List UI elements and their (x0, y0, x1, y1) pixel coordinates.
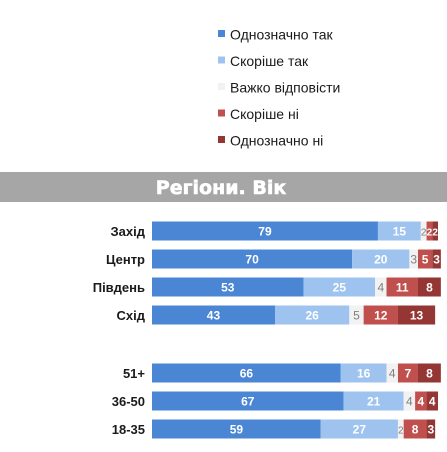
bar-центр-3 (417, 249, 433, 269)
value-label-18-35-3: 8 (412, 423, 419, 437)
bar-південь-4 (417, 277, 441, 297)
legend-swatch-1 (218, 56, 225, 64)
bar-захід-0 (152, 221, 378, 241)
category-labels: Захід Центр Південь Схід 51+ 36-50 18-35 (93, 224, 146, 437)
value-label-захід-0: 79 (258, 225, 272, 239)
legend-label-2: Важко відповісти (230, 80, 340, 96)
value-label-36-50-3: 4 (417, 395, 424, 409)
category-label-південь: Південь (93, 280, 145, 295)
value-label-36-50-1: 21 (367, 395, 381, 409)
category-label-51+: 51+ (123, 366, 145, 381)
bar-центр-1 (352, 249, 410, 269)
value-label-південь-1: 25 (333, 281, 347, 295)
value-label-захід-3: 2 (427, 228, 433, 239)
bar-центр-0 (152, 249, 353, 269)
bar-південь-1 (303, 277, 376, 297)
value-label-51+-3: 7 (405, 367, 412, 381)
bar-захід-2 (420, 221, 427, 241)
bar-південь-0 (152, 277, 304, 297)
legend: Однозначно так Скоріше так Важко відповіст… (218, 27, 340, 149)
category-label-захід: Захід (111, 224, 146, 239)
legend-label-0: Однозначно так (230, 27, 333, 43)
value-label-51+-4: 8 (426, 367, 433, 381)
bar-18-35-3 (403, 419, 427, 439)
bar-51+-2 (386, 363, 398, 383)
legend-label-3: Скоріше ні (230, 106, 299, 122)
value-label-центр-0: 70 (245, 253, 259, 267)
value-label-південь-2: 4 (377, 281, 384, 295)
value-label-18-35-0: 59 (230, 423, 244, 437)
bar-схід-2 (349, 305, 364, 325)
bar-51+-3 (397, 363, 418, 383)
bar-51+-4 (417, 363, 441, 383)
value-label-51+-0: 66 (240, 367, 254, 381)
bar-18-35-4 (426, 419, 436, 439)
value-label-36-50-2: 4 (406, 395, 413, 409)
value-label-центр-4: 3 (433, 253, 440, 267)
value-label-центр-3: 5 (422, 253, 429, 267)
bar-18-35-0 (152, 419, 321, 439)
value-label-схід-4: 13 (410, 309, 424, 323)
title-banner (0, 172, 447, 202)
value-label-схід-0: 43 (207, 309, 221, 323)
bar-захід-1 (377, 221, 421, 241)
bar-51+-1 (340, 363, 387, 383)
legend-swatch-0 (218, 30, 225, 37)
bar-захід-3 (426, 221, 433, 241)
value-label-18-35-4: 3 (428, 423, 435, 437)
value-label-південь-0: 53 (221, 281, 235, 295)
legend-swatch-2 (218, 83, 225, 90)
value-label-центр-2: 3 (410, 253, 417, 267)
value-label-51+-1: 16 (357, 367, 371, 381)
legend-swatch-4 (218, 136, 225, 143)
value-label-схід-1: 26 (305, 309, 319, 323)
bar-51+-0 (152, 363, 341, 383)
bar-південь-2 (375, 277, 387, 297)
category-label-схід: Схід (117, 308, 146, 323)
value-label-захід-1: 15 (393, 225, 407, 239)
value-label-схід-2: 5 (353, 309, 360, 323)
bar-центр-2 (409, 249, 418, 269)
bar-18-35-2 (397, 419, 404, 439)
bar-схід-0 (152, 305, 275, 325)
category-label-36-50: 36-50 (112, 394, 145, 409)
value-label-36-50-4: 4 (429, 395, 436, 409)
value-label-51+-2: 4 (389, 367, 396, 381)
bar-36-50-0 (152, 391, 344, 411)
value-label-18-35-1: 27 (353, 423, 367, 437)
bar-36-50-1 (343, 391, 404, 411)
value-label-центр-1: 20 (374, 253, 388, 267)
bar-захід-4 (432, 221, 438, 241)
category-label-18-35: 18-35 (112, 422, 145, 437)
value-label-південь-4: 8 (426, 281, 433, 295)
legend-label-1: Скоріше так (230, 53, 309, 69)
bar-36-50-4 (426, 391, 438, 411)
bar-36-50-2 (403, 391, 416, 411)
value-label-36-50-0: 67 (241, 395, 255, 409)
bar-центр-4 (432, 249, 441, 269)
chart-title: Регіони. Вік (156, 177, 287, 199)
value-label-18-35-2: 2 (398, 426, 404, 437)
bar-схід-4 (397, 305, 436, 325)
legend-swatch-3 (218, 109, 225, 117)
bar-південь-3 (386, 277, 418, 297)
category-label-центр: Центр (106, 252, 145, 267)
bar-18-35-1 (320, 419, 398, 439)
value-label-захід-4: 2 (432, 228, 438, 239)
value-label-захід-2: 2 (421, 228, 427, 239)
value-label-схід-3: 12 (374, 309, 388, 323)
value-label-південь-3: 11 (396, 281, 409, 295)
bar-36-50-3 (415, 391, 427, 411)
bar-схід-3 (363, 305, 398, 325)
legend-label-4: Однозначно ні (230, 133, 323, 149)
bar-схід-1 (274, 305, 350, 325)
